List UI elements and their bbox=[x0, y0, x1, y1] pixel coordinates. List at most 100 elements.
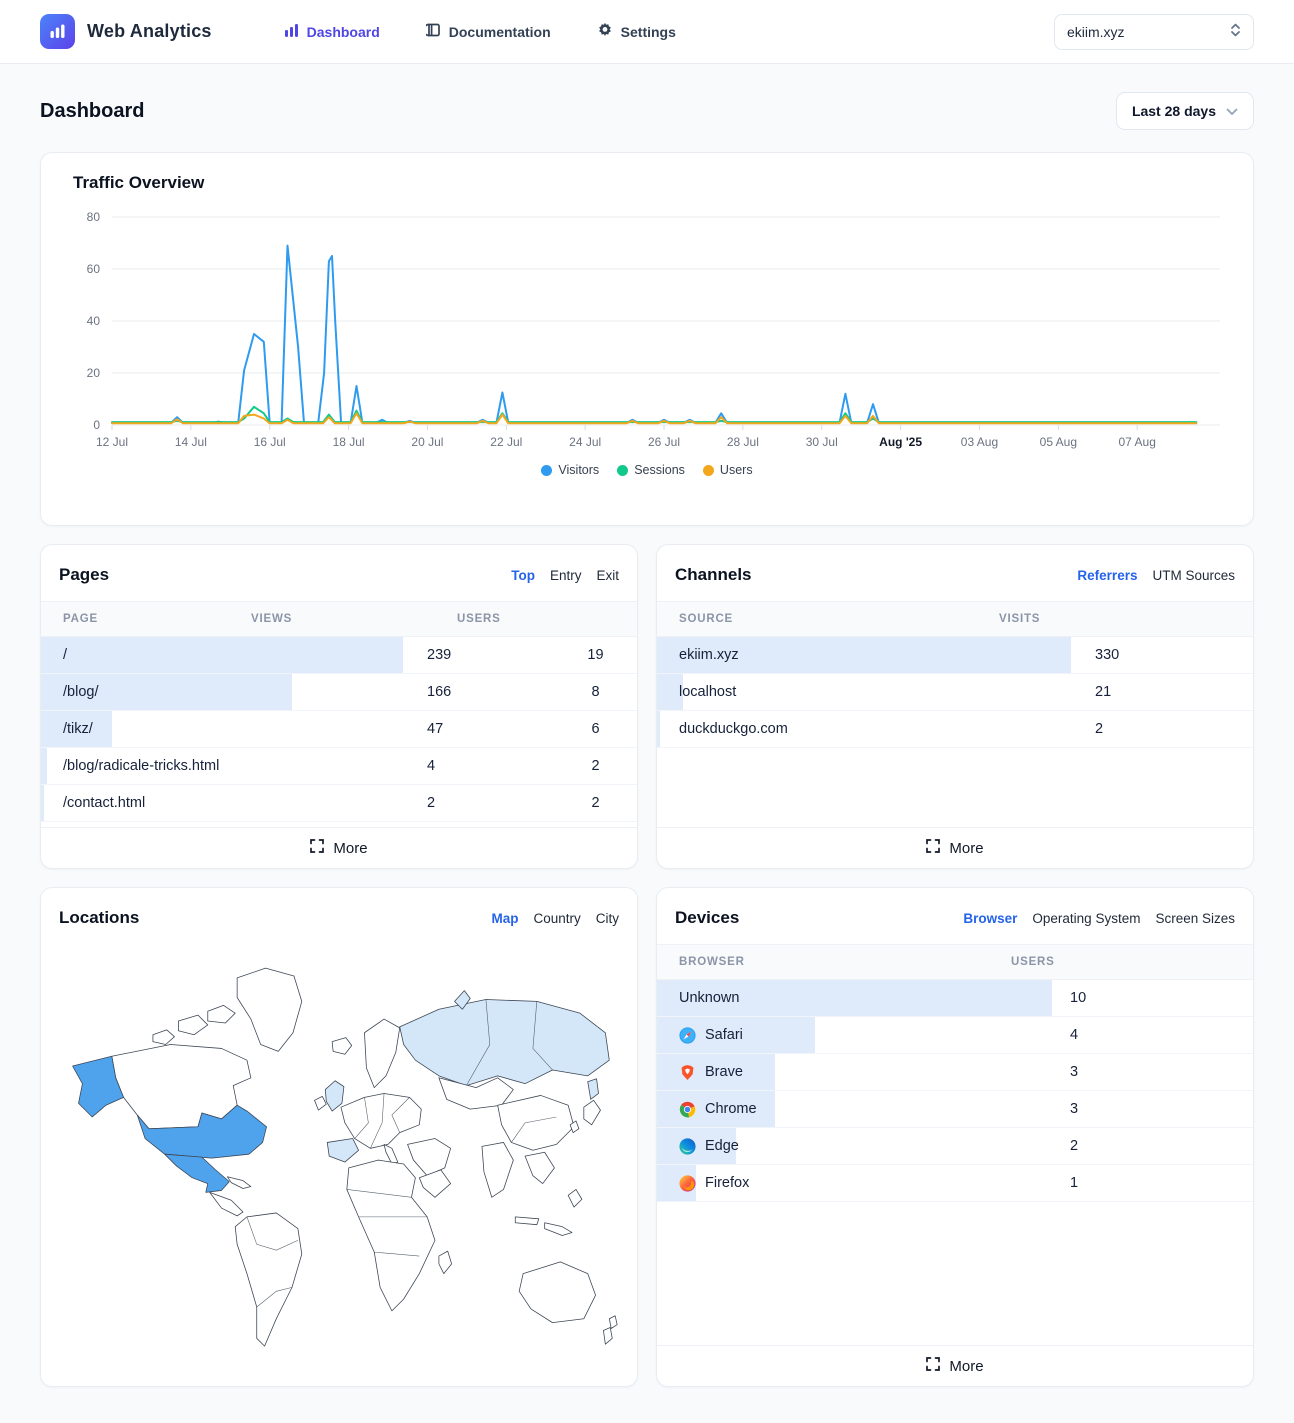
table-row[interactable]: Firefox 1 bbox=[657, 1165, 1253, 1202]
browser-name: Firefox bbox=[679, 1174, 1070, 1192]
tab-entry[interactable]: Entry bbox=[549, 567, 582, 583]
brave-icon bbox=[679, 1064, 696, 1081]
users-value: 2 bbox=[1070, 1138, 1079, 1154]
svg-text:03 Aug: 03 Aug bbox=[961, 435, 998, 449]
tab-referrers[interactable]: Referrers bbox=[1077, 567, 1138, 583]
column-header-visits: VISITS bbox=[999, 613, 1041, 625]
svg-text:40: 40 bbox=[87, 314, 101, 328]
country-mexico bbox=[164, 1153, 230, 1193]
page-path: /tikz/ bbox=[63, 721, 93, 737]
country-russia bbox=[399, 999, 610, 1087]
devices-card: Devices Browser Operating System Screen Si… bbox=[656, 887, 1254, 1387]
table-row[interactable]: Edge 2 bbox=[657, 1128, 1253, 1165]
row-value-bar bbox=[657, 1128, 736, 1164]
users-value: 1 bbox=[1070, 1175, 1079, 1191]
source-name: ekiim.xyz bbox=[679, 647, 739, 663]
svg-text:0: 0 bbox=[93, 418, 100, 432]
brand-name: Web Analytics bbox=[87, 21, 212, 41]
source-name: localhost bbox=[679, 684, 737, 700]
tab-screen-sizes[interactable]: Screen Sizes bbox=[1155, 910, 1235, 926]
table-row[interactable]: Safari 4 bbox=[657, 1017, 1253, 1054]
views-value: 2 bbox=[427, 795, 436, 811]
date-range-button[interactable]: Last 28 days bbox=[1115, 92, 1254, 130]
page-title: Dashboard bbox=[40, 99, 145, 122]
devices-more-button[interactable]: More bbox=[657, 1345, 1253, 1386]
table-row[interactable]: Brave 3 bbox=[657, 1054, 1253, 1091]
nav-item-dashboard[interactable]: Dashboard bbox=[284, 22, 380, 41]
table-row[interactable]: /contact.html 2 2 bbox=[41, 785, 637, 822]
devices-tabs: Browser Operating System Screen Sizes bbox=[963, 911, 1235, 926]
browser-name: Brave bbox=[679, 1064, 1070, 1081]
row-value-bar bbox=[657, 1091, 776, 1127]
pages-card: Pages Top Entry Exit PAGE VIEWS USERS / 239… bbox=[40, 544, 638, 869]
nav-label: Dashboard bbox=[306, 23, 380, 40]
legend-dot bbox=[541, 464, 553, 476]
more-label: More bbox=[333, 839, 368, 857]
tab-country[interactable]: Country bbox=[533, 910, 581, 926]
page-path: /blog/radicale-tricks.html bbox=[63, 758, 220, 774]
nav-item-documentation[interactable]: Documentation bbox=[422, 22, 551, 41]
tab-browser[interactable]: Browser bbox=[963, 910, 1018, 926]
svg-text:14 Jul: 14 Jul bbox=[175, 435, 207, 449]
svg-text:80: 80 bbox=[87, 210, 101, 224]
svg-text:22 Jul: 22 Jul bbox=[490, 435, 522, 449]
table-row[interactable]: /tikz/47 6 bbox=[41, 711, 637, 748]
tab-operating-system[interactable]: Operating System bbox=[1032, 910, 1141, 926]
row-value-bar bbox=[41, 785, 45, 821]
expand-icon bbox=[926, 839, 941, 857]
world-map bbox=[72, 967, 618, 1347]
chart-legend: Visitors Sessions Users bbox=[57, 463, 1237, 477]
tab-top[interactable]: Top bbox=[511, 567, 535, 583]
legend-dot bbox=[702, 464, 714, 476]
channels-more-button[interactable]: More bbox=[657, 827, 1253, 868]
legend-dot bbox=[617, 464, 629, 476]
table-row[interactable]: Chrome 3 bbox=[657, 1091, 1253, 1128]
page-path: /blog/ bbox=[63, 684, 99, 700]
top-nav: Web Analytics Dashboard Documentation bbox=[0, 0, 1294, 64]
devices-card-title: Devices bbox=[675, 908, 740, 927]
svg-text:20 Jul: 20 Jul bbox=[411, 435, 443, 449]
users-value: 8 bbox=[591, 684, 600, 700]
table-row[interactable]: ekiim.xyz 330 bbox=[657, 637, 1253, 674]
chrome-icon bbox=[679, 1100, 696, 1118]
svg-text:07 Aug: 07 Aug bbox=[1119, 435, 1156, 449]
pages-table-header: PAGE VIEWS USERS bbox=[41, 601, 637, 637]
browser-name: Edge bbox=[679, 1137, 1070, 1155]
visits-value: 2 bbox=[1095, 721, 1104, 737]
chevron-down-icon bbox=[1226, 103, 1238, 119]
nav-item-settings[interactable]: Settings bbox=[597, 22, 676, 41]
updown-chevron-icon bbox=[1230, 23, 1241, 40]
site-selector[interactable]: ekiim.xyz bbox=[1054, 13, 1254, 50]
table-row[interactable]: /blog/radicale-tricks.html 4 2 bbox=[41, 748, 637, 785]
country-united-states-alaska bbox=[72, 1055, 124, 1118]
visits-value: 330 bbox=[1095, 647, 1120, 663]
tab-utm-sources[interactable]: UTM Sources bbox=[1152, 567, 1235, 583]
row-value-bar bbox=[41, 748, 48, 784]
row-value-bar bbox=[657, 1054, 776, 1090]
tab-city[interactable]: City bbox=[595, 910, 619, 926]
site-selector-value: ekiim.xyz bbox=[1067, 23, 1125, 40]
firefox-icon bbox=[679, 1174, 696, 1192]
app-logo-icon bbox=[40, 14, 75, 49]
table-row[interactable]: localhost 21 bbox=[657, 674, 1253, 711]
svg-text:18 Jul: 18 Jul bbox=[333, 435, 365, 449]
table-row[interactable]: / 239 19 bbox=[41, 637, 637, 674]
views-value: 166 bbox=[427, 684, 452, 700]
svg-text:24 Jul: 24 Jul bbox=[569, 435, 601, 449]
pages-more-button[interactable]: More bbox=[41, 827, 637, 868]
browser-name: Safari bbox=[679, 1026, 1070, 1044]
tab-map[interactable]: Map bbox=[491, 910, 519, 926]
page-path: /contact.html bbox=[63, 795, 146, 811]
column-header-browser: BROWSER bbox=[679, 956, 745, 968]
column-header-page: PAGE bbox=[63, 613, 98, 625]
pages-table-body: / 239 19/blog/166 8/tikz/47 6/blog/radicale-… bbox=[41, 637, 637, 822]
table-row[interactable]: /blog/166 8 bbox=[41, 674, 637, 711]
tab-exit[interactable]: Exit bbox=[596, 567, 619, 583]
row-value-bar bbox=[41, 711, 113, 747]
table-row[interactable]: duckduckgo.com 2 bbox=[657, 711, 1253, 748]
channels-tabs: Referrers UTM Sources bbox=[1077, 568, 1235, 583]
date-range-label: Last 28 days bbox=[1131, 103, 1216, 119]
table-row[interactable]: Unknown 10 bbox=[657, 980, 1253, 1017]
channels-table-header: SOURCE VISITS bbox=[657, 601, 1253, 637]
channels-card-title: Channels bbox=[675, 565, 752, 584]
